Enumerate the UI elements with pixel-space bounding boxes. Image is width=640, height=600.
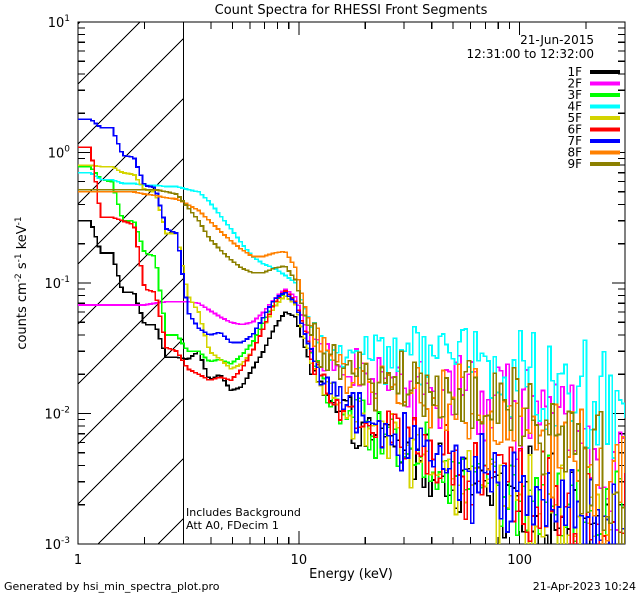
hatch-line	[338, 22, 640, 544]
legend-label-4f: 4F	[567, 100, 582, 114]
footer-timestamp: 21-Apr-2023 10:24	[533, 580, 636, 593]
legend-label-5f: 5F	[567, 111, 582, 125]
svg-text:counts cm-2 s-1 keV-1: counts cm-2 s-1 keV-1	[14, 216, 30, 349]
legend-label-7f: 7F	[567, 134, 582, 148]
hatch-line	[578, 22, 640, 544]
series-curve-9f	[78, 188, 625, 544]
hatch-line	[78, 398, 184, 505]
x-tick-label: 100	[507, 553, 532, 568]
x-tick-labels: 1 10 100	[74, 553, 532, 568]
x-tick-label: 1	[74, 553, 82, 568]
legend-label-1f: 1F	[567, 65, 582, 79]
x-tick-label: 10	[291, 553, 308, 568]
axis-ticks	[77, 21, 626, 545]
y-tick-labels: 101 100 10-1 10-2 10-3	[44, 14, 70, 553]
hatch-line	[78, 98, 184, 205]
y-axis-title-part-1: -2	[14, 273, 24, 282]
legend-label-8f: 8F	[567, 146, 582, 160]
y-axis-title-part-5: -1	[14, 216, 24, 225]
y-tick-label: 10-2	[44, 406, 70, 423]
footer-generated-by: Generated by hsi_min_spectra_plot.pro	[4, 580, 220, 593]
y-tick-label: 10-3	[44, 536, 70, 553]
observation-date: 21-Jun-2015	[520, 33, 594, 47]
y-axis-title: counts cm-2 s-1 keV-1	[14, 216, 30, 349]
hatch-line	[78, 278, 184, 385]
legend-label-6f: 6F	[567, 123, 582, 137]
series-curve-7f	[78, 118, 625, 544]
data-series-group	[78, 118, 625, 544]
observation-interval: 12:31:00 to 12:32:00	[467, 47, 594, 61]
annotation-attenuator-state: Att A0, FDecim 1	[186, 519, 279, 532]
y-axis-title-part-3: -1	[14, 253, 24, 262]
plot-frame	[77, 21, 626, 545]
x-axis-title: Energy (keV)	[309, 567, 393, 582]
y-tick-label: 100	[48, 145, 71, 162]
hatch-line	[78, 38, 184, 145]
series-curve-4f	[78, 171, 625, 459]
y-tick-label: 10-1	[44, 275, 70, 292]
legend-label-3f: 3F	[567, 88, 582, 102]
chart-title: Count Spectra for RHESSI Front Segments	[215, 3, 488, 18]
annotation-includes-background: Includes Background	[186, 506, 301, 519]
legend-label-9f: 9F	[567, 157, 582, 171]
y-axis-title-part-4: keV	[15, 225, 30, 253]
y-axis-title-part-2: s	[15, 262, 30, 273]
legend-label-2f: 2F	[567, 77, 582, 91]
series-curve-2f	[78, 288, 625, 531]
y-tick-label: 101	[48, 14, 70, 31]
y-axis-title-part-0: counts cm	[15, 282, 30, 349]
